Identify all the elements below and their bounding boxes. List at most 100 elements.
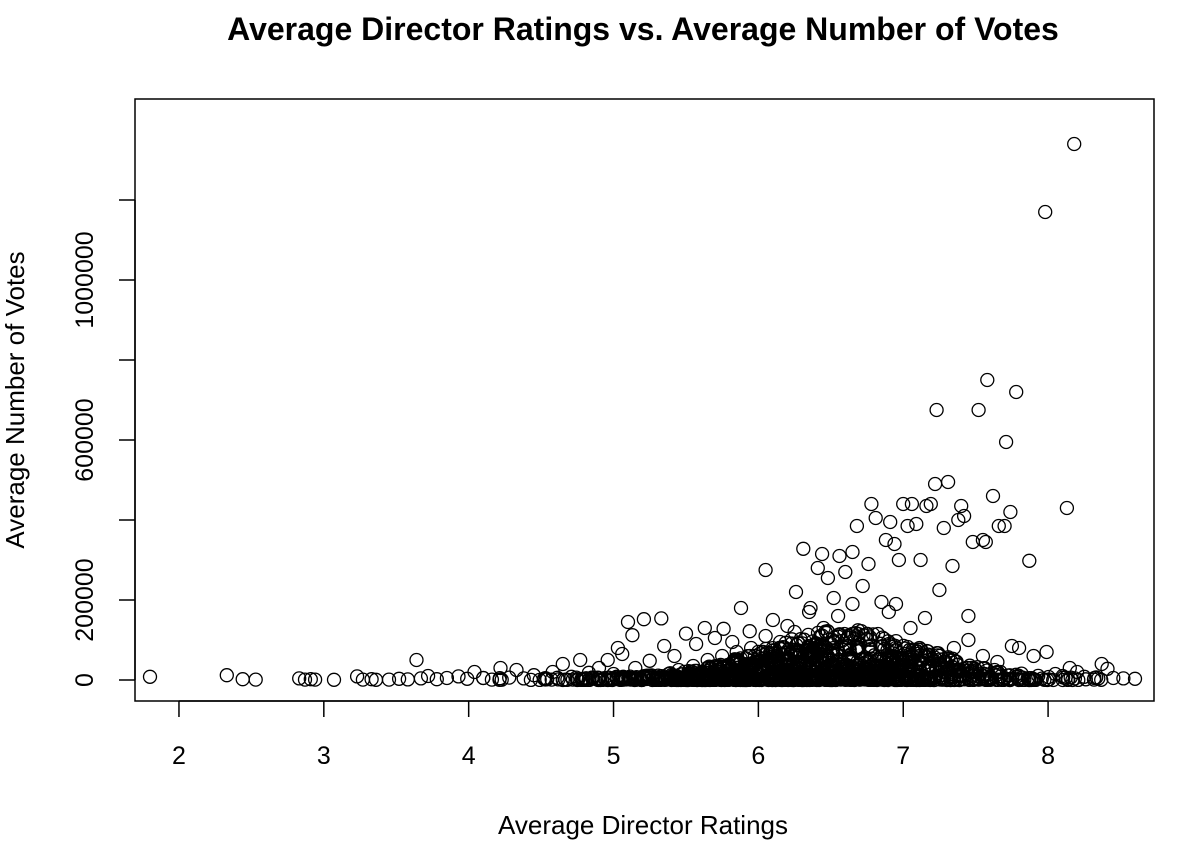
data-point [657, 638, 672, 654]
data-point [620, 614, 636, 630]
data-point [832, 548, 847, 564]
data-point [381, 672, 397, 687]
data-point [1046, 672, 1061, 688]
data-point [932, 582, 947, 598]
x-tick-label: 6 [751, 742, 765, 770]
data-point [904, 496, 920, 512]
data-point [758, 562, 773, 578]
data-point [818, 640, 833, 655]
data-point [1127, 671, 1143, 686]
data-point [678, 626, 694, 641]
y-tick-label: 600000 [71, 398, 99, 481]
data-point [429, 672, 444, 687]
y-axis: 0 200000 600000 1000000 [71, 199, 136, 687]
data-point [400, 672, 415, 687]
data-point [820, 570, 836, 586]
data-point [846, 627, 861, 642]
data-point [868, 672, 883, 688]
data-point [1116, 671, 1131, 686]
data-point [871, 670, 886, 686]
data-point [961, 608, 976, 624]
plot-frame [134, 98, 1155, 702]
x-tick-label: 5 [607, 742, 621, 770]
data-point [780, 671, 795, 686]
data-point [615, 646, 630, 662]
data-point [936, 520, 951, 536]
data-point [502, 670, 517, 685]
data-point [888, 651, 904, 666]
data-point [747, 648, 763, 664]
data-point [1067, 136, 1082, 152]
data-point [861, 556, 876, 572]
data-point [413, 671, 429, 686]
data-point [460, 671, 475, 686]
y-axis-label: Average Number of Votes [0, 251, 30, 548]
data-point [623, 672, 638, 687]
data-point [916, 672, 932, 687]
data-point [516, 671, 531, 686]
data-point [654, 671, 669, 687]
data-point [142, 669, 158, 684]
data-point [621, 670, 636, 685]
data-point [881, 604, 896, 620]
data-point [1065, 672, 1080, 688]
data-point [838, 564, 853, 580]
data-point [888, 596, 904, 612]
data-points [142, 136, 1143, 688]
data-point [893, 665, 908, 680]
data-point [835, 654, 850, 669]
data-point [887, 536, 902, 552]
data-point [837, 626, 852, 642]
data-point [793, 647, 808, 662]
data-point [978, 534, 993, 550]
data-point [926, 672, 941, 688]
data-point [824, 672, 839, 688]
data-point [1003, 504, 1018, 520]
data-point [538, 672, 553, 687]
data-point [943, 672, 959, 688]
data-point [910, 672, 925, 687]
data-point [975, 532, 991, 548]
data-point [821, 671, 836, 686]
data-point [785, 671, 800, 687]
data-point [544, 672, 559, 687]
x-tick-label: 7 [896, 742, 910, 770]
data-point [642, 653, 657, 668]
data-point [820, 672, 835, 687]
data-point [1026, 672, 1041, 688]
data-point [451, 669, 466, 684]
data-point [956, 508, 972, 524]
x-axis-label: Average Director Ratings [498, 810, 788, 840]
x-tick-label: 4 [462, 742, 476, 770]
data-point [830, 608, 846, 624]
data-point [896, 496, 911, 512]
x-tick-label: 3 [317, 742, 331, 770]
data-point [733, 600, 749, 616]
data-point [903, 620, 918, 636]
data-point [1094, 656, 1109, 672]
data-point [888, 633, 904, 649]
data-point [840, 671, 856, 687]
data-point [810, 560, 825, 576]
data-point [409, 652, 424, 668]
data-point [674, 667, 690, 682]
data-point [796, 632, 812, 647]
data-point [874, 594, 889, 610]
x-tick-label: 2 [172, 742, 186, 770]
data-point [932, 652, 948, 667]
data-point [1039, 644, 1054, 660]
data-point [1009, 384, 1024, 400]
data-point [864, 496, 879, 512]
data-point [1022, 553, 1037, 568]
data-point [550, 670, 565, 685]
data-point [801, 604, 817, 620]
data-point [1086, 672, 1102, 687]
data-point [307, 672, 323, 687]
data-point [729, 668, 744, 683]
data-point [985, 488, 1001, 504]
data-point [1094, 672, 1109, 687]
x-tick-label: 8 [1041, 742, 1055, 770]
data-point [826, 640, 841, 656]
data-point [864, 667, 880, 683]
